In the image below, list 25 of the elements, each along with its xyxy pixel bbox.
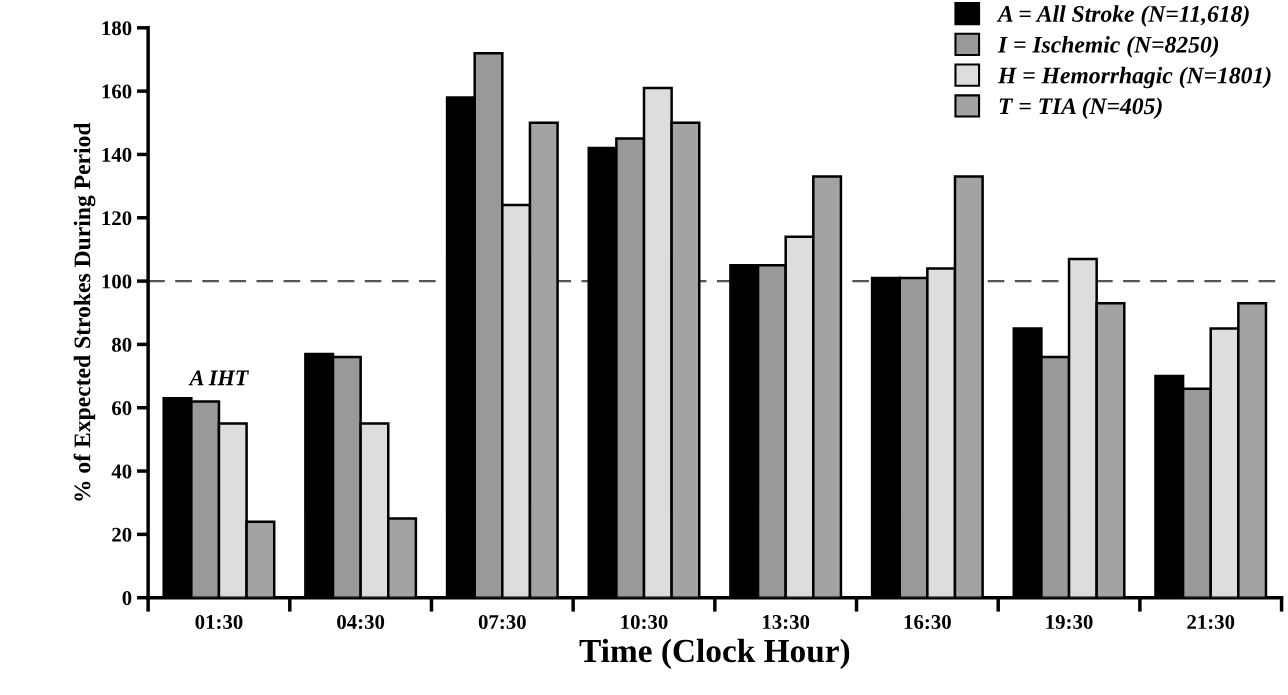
x-tick-label: 10:30 [621, 614, 668, 630]
legend-label: T = TIA (N=405) [999, 97, 1162, 120]
y-tick-label: 0 [122, 591, 132, 606]
y-axis-title: % of Expected Strokes During Period [73, 122, 96, 501]
y-tick-label: 60 [112, 401, 132, 416]
x-tick-label: 16:30 [904, 614, 951, 630]
y-tick-label: 80 [112, 337, 132, 352]
legend-label: A = All Stroke (N=11,618) [996, 5, 1249, 27]
y-tick-label: 120 [102, 211, 132, 226]
y-tick-label: 140 [102, 147, 132, 162]
annotation: A IHT [188, 370, 250, 386]
x-tick-label: 19:30 [1046, 614, 1093, 630]
legend-label: I = Ischemic (N=8250) [997, 36, 1219, 58]
y-tick-label: 180 [102, 21, 132, 36]
y-tick-label: 100 [102, 274, 132, 289]
y-tick-label: 160 [102, 84, 132, 99]
y-tick-label: 20 [112, 527, 132, 542]
legend-label: H = Hemorrhagic (N=1801) [997, 66, 1271, 89]
x-tick-label: 13:30 [763, 614, 810, 630]
x-axis-title: Time (Clock Hour) [579, 638, 850, 670]
x-tick-label: 01:30 [195, 614, 243, 630]
x-tick-label: 21:30 [1187, 614, 1235, 630]
x-tick-label: 04:30 [337, 614, 385, 630]
x-tick-label: 07:30 [478, 614, 526, 630]
y-tick-label: 40 [111, 464, 132, 479]
